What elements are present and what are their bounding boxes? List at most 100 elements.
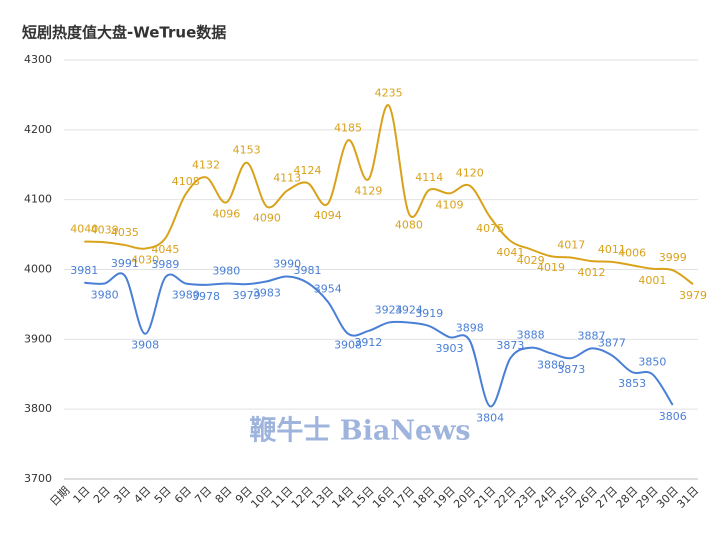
data-label: 3924 [375,304,403,317]
data-label: 3980 [172,288,200,301]
x-tick-label: 8日 [213,484,235,506]
chart-title: 短剧热度值大盘-WeTrue数据 [22,24,226,42]
data-label: 3880 [537,358,565,371]
data-label: 4017 [557,239,585,252]
data-label: 3853 [618,377,646,390]
data-label: 4040 [70,223,98,236]
y-tick-label: 4300 [24,53,52,66]
x-tick-label: 7日 [192,484,214,506]
data-label: 4114 [415,171,443,184]
data-label: 4090 [253,212,281,225]
data-label: 4235 [375,86,403,99]
data-label: 3981 [70,264,98,277]
data-label: 4001 [638,274,666,287]
x-tick-label: 22日 [492,484,519,511]
data-label: 3912 [354,336,382,349]
data-label: 4041 [496,246,524,259]
data-label: 3990 [273,257,301,270]
data-label: 4019 [537,261,565,274]
watermark: 鞭牛士 BiaNews [249,416,470,447]
x-tick-label: 26日 [573,484,600,511]
data-label: 3979 [233,289,261,302]
data-label: 3924 [395,304,423,317]
y-tick-label: 4200 [24,123,52,136]
x-tick-label: 15日 [350,484,377,511]
data-label: 3979 [679,289,707,302]
x-tick-label: 日期 [47,484,72,509]
data-label: 3981 [293,264,321,277]
x-tick-label: 18日 [411,484,438,511]
x-tick-label: 29日 [634,484,661,511]
data-label: 4075 [476,222,504,235]
data-label: 4109 [436,198,464,211]
data-label: 4080 [395,219,423,232]
data-label: 3908 [131,339,159,352]
x-tick-label: 11日 [269,484,296,511]
x-tick-label: 10日 [248,484,275,511]
y-tick-label: 4100 [24,193,52,206]
data-label: 4035 [111,226,139,239]
x-tick-label: 19日 [431,484,458,511]
x-tick-label: 17日 [390,484,417,511]
line [84,104,694,285]
x-tick-label: 24日 [532,484,559,511]
data-label: 4094 [314,209,342,222]
data-label: 3804 [476,411,504,424]
x-tick-label: 28日 [614,484,641,511]
data-label: 3978 [192,290,220,303]
data-label: 3999 [659,251,687,264]
data-label: 3873 [496,339,524,352]
line [84,272,674,408]
y-tick-label: 3900 [24,332,52,345]
data-label: 4039 [91,223,119,236]
y-tick-label: 3700 [24,472,52,485]
data-label: 3989 [151,258,179,271]
data-label: 4120 [456,167,484,180]
x-tick-label: 1日 [71,484,93,506]
x-tick-label: 12日 [289,484,316,511]
data-label: 3806 [659,410,687,423]
data-label: 3873 [557,363,585,376]
data-label: 3908 [334,339,362,352]
data-label: 4012 [578,266,606,279]
data-label: 4030 [131,254,159,267]
data-label: 3954 [314,283,342,296]
data-label: 3850 [638,355,666,368]
data-label: 4045 [151,243,179,256]
data-label: 4153 [233,144,261,157]
x-tick-label: 3日 [111,484,133,506]
data-label: 4006 [618,246,646,259]
x-tick-label: 6日 [172,484,194,506]
data-label: 4129 [354,184,382,197]
x-tick-label: 2日 [91,484,113,506]
data-label: 3980 [212,264,240,277]
data-label: 4108 [172,175,200,188]
x-tick-label: 25日 [553,484,580,511]
x-tick-label: 30日 [654,484,681,511]
data-label: 3983 [253,286,281,299]
data-label: 3888 [517,329,545,342]
y-tick-label: 3800 [24,402,52,415]
data-label: 4124 [293,164,321,177]
data-label: 3903 [436,342,464,355]
x-tick-label: 23日 [512,484,539,511]
x-tick-label: 20日 [451,484,478,511]
data-label: 3898 [456,322,484,335]
x-tick-label: 5日 [152,484,174,506]
data-label: 4132 [192,158,220,171]
data-label: 3887 [578,329,606,342]
data-label: 3877 [598,336,626,349]
data-label: 4011 [598,243,626,256]
data-label: 4029 [517,254,545,267]
x-tick-label: 14日 [329,484,356,511]
x-tick-label: 13日 [309,484,336,511]
data-label: 4185 [334,121,362,134]
data-label: 3919 [415,307,443,320]
x-tick-label: 4日 [131,484,153,506]
x-tick-label: 16日 [370,484,397,511]
data-label: 4096 [212,207,240,220]
data-label: 4113 [273,172,301,185]
x-tick-label: 27日 [593,484,620,511]
y-tick-label: 4000 [24,263,52,276]
